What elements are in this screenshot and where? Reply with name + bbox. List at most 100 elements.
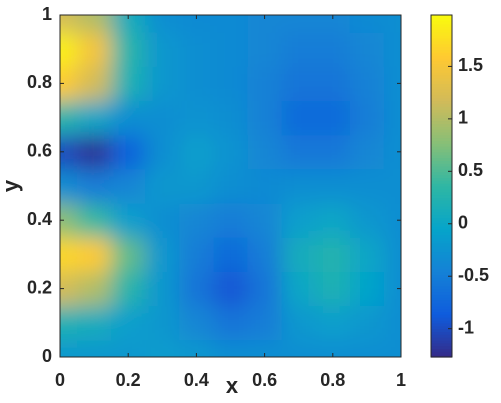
colorbar-swatch bbox=[431, 251, 452, 255]
colorbar-swatch bbox=[431, 265, 452, 270]
colorbar: -1 -0.5 0 0.5 1 1.5 bbox=[430, 14, 489, 358]
contour-cell bbox=[349, 203, 385, 238]
contour-cell bbox=[111, 168, 146, 204]
contour-cell bbox=[111, 305, 146, 341]
contour-cell bbox=[383, 305, 401, 341]
colorbar-swatch bbox=[431, 297, 452, 301]
colorbar-swatch bbox=[431, 254, 452, 258]
contour-cell bbox=[60, 168, 78, 204]
colorbar-swatch bbox=[431, 109, 452, 113]
colorbar-swatch bbox=[431, 208, 452, 213]
contour-cell bbox=[383, 168, 401, 204]
colorbar-swatch bbox=[431, 257, 452, 261]
colorbar-swatch bbox=[431, 123, 452, 127]
colorbar-swatch bbox=[431, 160, 452, 164]
contour-cell bbox=[213, 203, 249, 238]
colorbar-swatch bbox=[431, 74, 452, 79]
contour-cell bbox=[315, 100, 351, 136]
colorbar-swatch bbox=[431, 302, 452, 307]
contour-cell bbox=[213, 339, 249, 357]
contour-cell bbox=[315, 305, 351, 341]
colorbar-swatch bbox=[431, 154, 452, 159]
contour-cell bbox=[349, 134, 385, 170]
colorbar-swatch bbox=[431, 83, 452, 87]
contour-cell bbox=[247, 66, 283, 101]
contour-cell bbox=[281, 168, 317, 204]
y-tick-label: 0.2 bbox=[27, 277, 52, 297]
colorbar-swatch bbox=[431, 274, 452, 278]
contour-cell bbox=[315, 271, 351, 307]
colorbar-swatch bbox=[431, 34, 452, 39]
colorbar-swatch bbox=[431, 186, 452, 190]
contour-field bbox=[60, 15, 401, 357]
contour-cell bbox=[60, 15, 78, 33]
x-tick-label: 0.2 bbox=[116, 370, 141, 390]
colorbar-swatch bbox=[431, 57, 452, 62]
contour-cell bbox=[179, 305, 214, 341]
contour-cell bbox=[315, 168, 351, 204]
colorbar-swatch bbox=[431, 231, 452, 236]
contour-cell bbox=[60, 237, 78, 272]
colorbar-swatch bbox=[431, 94, 452, 99]
contour-cell bbox=[349, 271, 385, 307]
colorbar-swatch bbox=[431, 49, 452, 53]
colorbar-swatch bbox=[431, 197, 452, 201]
colorbar-swatch bbox=[431, 194, 452, 198]
contour-cell bbox=[77, 271, 112, 307]
colorbar-swatch bbox=[431, 305, 452, 310]
contour-cell bbox=[383, 271, 401, 307]
contour-cell bbox=[145, 66, 180, 101]
colorbar-swatch bbox=[431, 120, 452, 124]
y-tick-label: 0 bbox=[42, 346, 52, 366]
contour-cell bbox=[111, 100, 146, 136]
colorbar-swatch bbox=[431, 137, 452, 141]
contour-cell bbox=[179, 203, 214, 238]
colorbar-swatch bbox=[431, 60, 452, 65]
colorbar-swatch bbox=[431, 282, 452, 287]
colorbar-box bbox=[430, 14, 453, 358]
colorbar-swatch bbox=[431, 37, 452, 42]
contour-cell bbox=[145, 32, 180, 67]
contour-cell bbox=[315, 339, 351, 357]
colorbar-swatch bbox=[431, 225, 452, 230]
colorbar-swatch bbox=[431, 86, 452, 90]
colorbar-swatch bbox=[431, 66, 452, 70]
contour-cell bbox=[77, 237, 112, 272]
contour-cell bbox=[111, 66, 146, 101]
contour-cell bbox=[213, 66, 249, 101]
contour-cell bbox=[383, 66, 401, 101]
colorbar-swatch bbox=[431, 200, 452, 204]
contour-cell bbox=[77, 15, 112, 33]
x-tick-label: 0.4 bbox=[184, 370, 209, 390]
colorbar-swatch bbox=[431, 285, 452, 290]
colorbar-tick-label: -0.5 bbox=[458, 265, 489, 285]
contour-cell bbox=[111, 339, 146, 357]
contour-cell bbox=[111, 203, 146, 238]
colorbar-swatch bbox=[431, 271, 452, 275]
colorbar-swatch bbox=[431, 277, 452, 281]
colorbar-swatch bbox=[431, 148, 452, 153]
contour-cell bbox=[213, 32, 249, 67]
colorbar-swatch bbox=[431, 114, 452, 119]
contour-cell bbox=[60, 32, 78, 67]
colorbar-swatch bbox=[431, 220, 452, 224]
x-tick-label: 0.8 bbox=[320, 370, 345, 390]
colorbar-swatch bbox=[431, 168, 452, 173]
colorbar-swatch bbox=[431, 331, 452, 335]
contour-cell bbox=[145, 203, 180, 238]
colorbar-swatch bbox=[431, 23, 452, 27]
contour-cell bbox=[315, 203, 351, 238]
colorbar-swatch bbox=[431, 166, 452, 170]
colorbar-swatch bbox=[431, 183, 452, 187]
colorbar-swatch bbox=[431, 205, 452, 210]
colorbar-swatch bbox=[431, 140, 452, 144]
colorbar-swatch bbox=[431, 146, 452, 150]
contour-cell bbox=[349, 305, 385, 341]
colorbar-swatch bbox=[431, 106, 452, 110]
colorbar-swatch bbox=[431, 308, 452, 312]
colorbar-swatch bbox=[431, 20, 452, 25]
colorbar-swatch bbox=[431, 342, 452, 347]
colorbar-swatch bbox=[431, 80, 452, 84]
colorbar-swatch bbox=[431, 280, 452, 284]
contour-cell bbox=[179, 32, 214, 67]
